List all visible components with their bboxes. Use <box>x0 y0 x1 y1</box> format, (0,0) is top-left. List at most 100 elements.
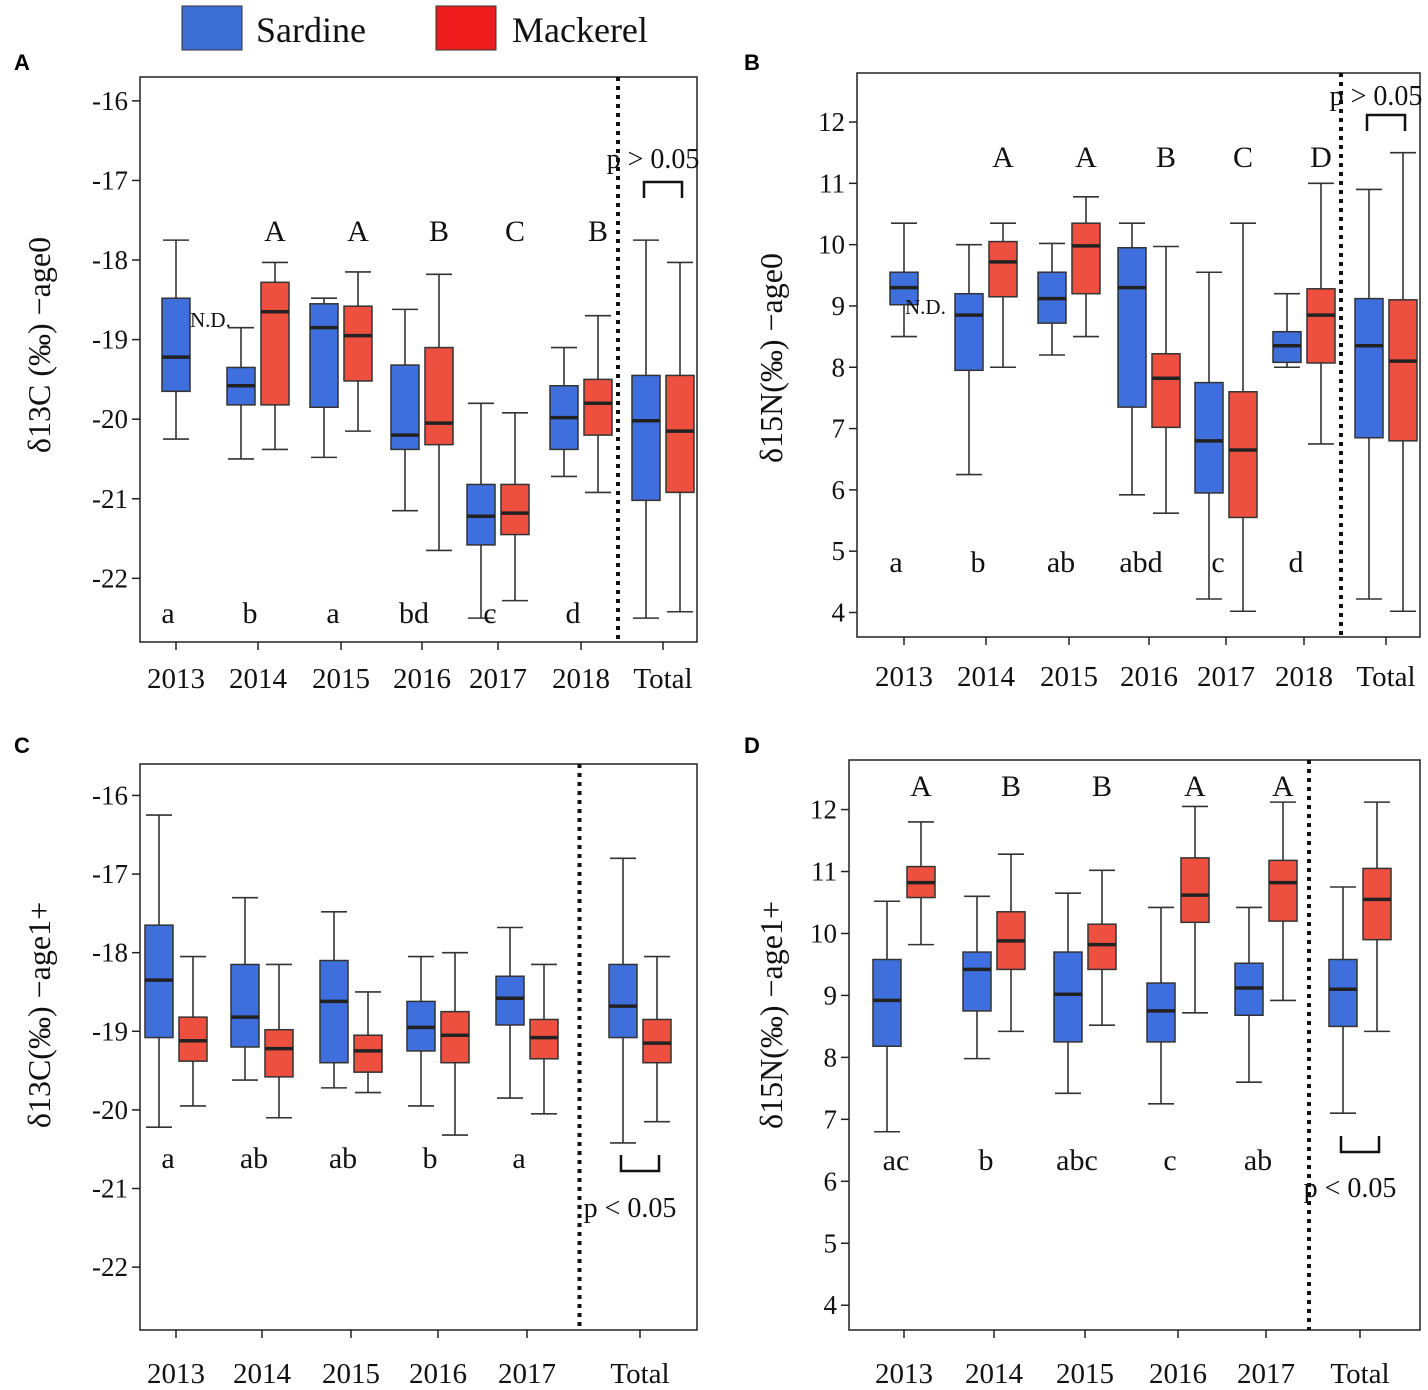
x-tick-label: 2014 <box>233 1358 292 1390</box>
sardine-box-2018 <box>549 346 579 478</box>
iqr-box <box>230 963 260 1048</box>
iqr-box <box>440 1010 470 1064</box>
sardine-box-2014 <box>962 895 992 1060</box>
y-tick-label: 12 <box>818 107 845 137</box>
mackerel-box-Total <box>642 955 672 1123</box>
panel-letter: D <box>744 733 760 758</box>
x-tick-label: 2018 <box>552 663 610 695</box>
panel-C: C -16 -17 -18 -19 -20 -21 -22 δ13C(‰) −age1+ 2013… <box>14 733 698 1390</box>
legend-swatch-mackerel <box>435 5 497 51</box>
sardine-box-2015 <box>309 297 339 459</box>
sardine-box-2015 <box>319 910 349 1089</box>
panel-letter: C <box>14 733 30 758</box>
pvalue-bracket <box>1365 113 1407 131</box>
x-tick-label: Total <box>610 1358 669 1390</box>
iqr-box <box>583 378 613 436</box>
lower-group-letter: bd <box>399 597 429 630</box>
y-tick-label: 7 <box>832 414 846 444</box>
y-tick-label: -22 <box>92 1252 128 1282</box>
sardine-box-Total <box>608 857 638 1144</box>
mackerel-box-2016 <box>440 951 470 1136</box>
y-tick-label: 9 <box>824 980 838 1010</box>
iqr-box <box>962 951 992 1012</box>
x-tick-label: 2014 <box>965 1358 1024 1390</box>
mackerel-box-2014 <box>260 261 290 451</box>
sardine-box-2018 <box>1272 292 1302 369</box>
x-tick-label: 2017 <box>1197 661 1255 693</box>
y-tick-label: 6 <box>824 1166 838 1196</box>
x-tick-label: 2014 <box>957 661 1016 693</box>
lower-group-letter: ab <box>329 1142 357 1175</box>
lower-group-letter: ab <box>240 1142 268 1175</box>
upper-group-letter: B <box>1156 141 1176 174</box>
mackerel-box-2015 <box>343 271 373 432</box>
sardine-box-2016 <box>390 308 420 512</box>
iqr-box <box>1388 299 1418 442</box>
y-tick-label: -17 <box>92 859 128 889</box>
mackerel-box-2016 <box>1151 245 1181 514</box>
lower-group-letter: a <box>512 1142 525 1175</box>
sardine-box-2017 <box>1234 906 1264 1083</box>
iqr-box <box>1228 391 1258 519</box>
pvalue-bracket <box>619 1155 661 1173</box>
plot-frame <box>848 759 1421 1331</box>
iqr-box <box>1071 222 1101 295</box>
y-tick-label: 8 <box>824 1042 838 1072</box>
panel-B: B 12 11 10 9 8 7 6 5 4 δ15N(‰) −age0 2013 2014 2015 20… <box>744 50 1422 693</box>
lower-group-letter: a <box>161 597 174 630</box>
y-tick-label: 8 <box>832 352 846 382</box>
lower-group-letter: a <box>326 597 339 630</box>
iqr-box <box>343 305 373 382</box>
x-tick-label: 2018 <box>1275 661 1333 693</box>
iqr-box <box>631 374 661 502</box>
x-tick-label: Total <box>1356 661 1415 693</box>
pvalue-bracket <box>1339 1136 1381 1154</box>
x-tick-label: 2016 <box>409 1358 467 1390</box>
upper-group-letter: A <box>1272 770 1294 803</box>
lower-group-letter: d <box>566 597 581 630</box>
y-tick-label: 12 <box>810 795 837 825</box>
mackerel-box-Total <box>1362 801 1392 1033</box>
y-tick-label: -19 <box>92 1016 128 1046</box>
plot-frame <box>139 76 698 643</box>
mackerel-box-2016 <box>424 273 454 552</box>
iqr-box <box>161 297 191 393</box>
y-tick-label: 4 <box>824 1290 838 1320</box>
iqr-box <box>264 1028 294 1078</box>
lower-group-letter: c <box>1211 546 1224 579</box>
upper-group-letter: B <box>429 215 449 248</box>
lower-group-letter: b <box>423 1142 438 1175</box>
lower-group-letter: d <box>1289 546 1304 579</box>
y-tick-label: -21 <box>92 484 128 514</box>
plot-frame <box>139 763 698 1331</box>
pvalue-label: p > 0.05 <box>607 144 700 175</box>
lower-group-letter: ab <box>1047 546 1075 579</box>
x-tick-label: Total <box>633 663 692 695</box>
y-tick-label: 9 <box>832 291 846 321</box>
y-tick-label: -16 <box>92 86 128 116</box>
y-tick-label: 6 <box>832 475 846 505</box>
iqr-box <box>1087 923 1117 971</box>
legend-label-sardine: Sardine <box>256 10 366 50</box>
lower-group-letter: b <box>243 597 258 630</box>
iqr-box <box>608 963 638 1039</box>
y-tick-label: 5 <box>824 1228 838 1258</box>
x-tick-label: 2017 <box>498 1358 556 1390</box>
mackerel-box-2013 <box>906 821 936 946</box>
sardine-box-Total <box>1354 188 1384 600</box>
lower-group-letter: abd <box>1119 546 1162 579</box>
x-tick-label: 2013 <box>147 663 205 695</box>
iqr-box <box>1362 867 1392 941</box>
mackerel-box-2014 <box>264 963 294 1119</box>
iqr-box <box>665 374 695 494</box>
mackerel-box-2018 <box>1306 182 1336 445</box>
sardine-box-2013 <box>889 222 919 338</box>
iqr-box <box>1053 951 1083 1043</box>
upper-group-letter: A <box>910 770 932 803</box>
pvalue-bracket <box>642 180 684 198</box>
sardine-box-Total <box>631 239 661 619</box>
x-tick-label: 2016 <box>1149 1358 1207 1390</box>
upper-group-letter: A <box>347 215 369 248</box>
lower-group-letter: a <box>161 1142 174 1175</box>
